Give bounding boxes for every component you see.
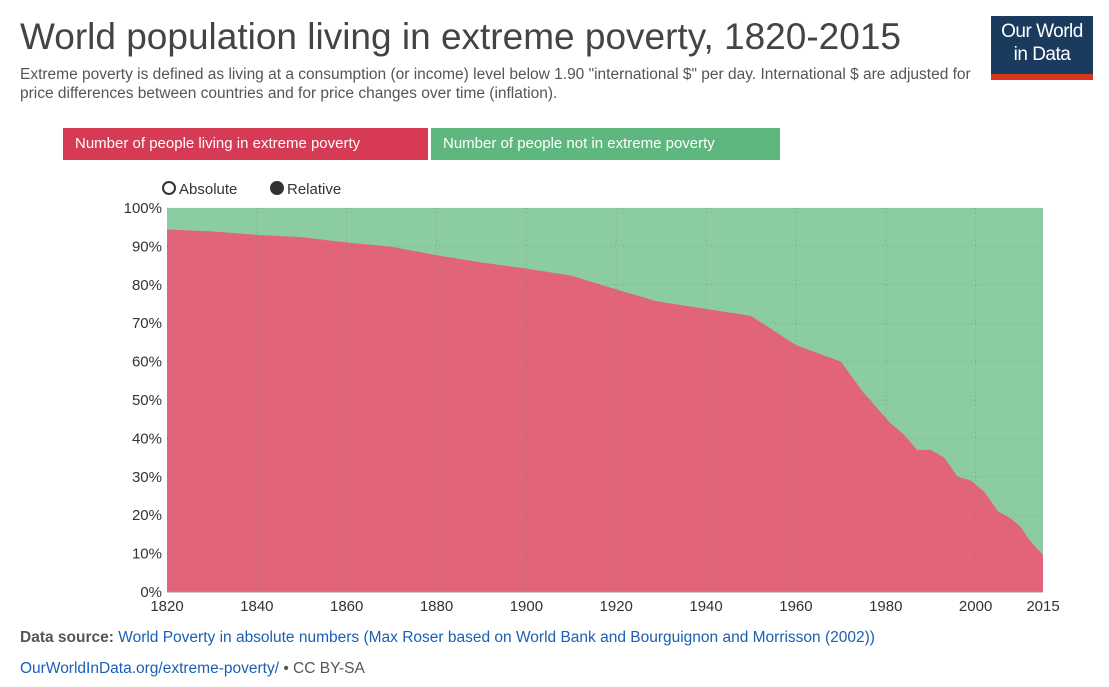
- x-tick-label: 1960: [779, 598, 812, 615]
- x-tick-label: 1880: [420, 598, 453, 615]
- radio-empty-icon: [162, 181, 176, 195]
- logo-line1: Our World: [1001, 21, 1083, 42]
- legend-poverty-button[interactable]: Number of people living in extreme pover…: [63, 128, 428, 160]
- license-text: • CC BY-SA: [283, 660, 365, 677]
- data-source: Data source: World Poverty in absolute n…: [20, 629, 875, 647]
- legend-not-poverty-button[interactable]: Number of people not in extreme poverty: [431, 128, 780, 160]
- owid-logo[interactable]: Our World in Data: [991, 16, 1093, 80]
- source-link[interactable]: World Poverty in absolute numbers (Max R…: [118, 629, 875, 646]
- y-tick-label: 20%: [132, 507, 162, 524]
- relative-radio[interactable]: Relative: [270, 181, 341, 198]
- y-tick-label: 10%: [132, 546, 162, 563]
- footer-url: OurWorldInData.org/extreme-poverty/ • CC…: [20, 660, 365, 678]
- logo-accent-bar: [991, 74, 1093, 80]
- logo-line2: in Data: [1013, 44, 1071, 65]
- x-tick-label: 2000: [959, 598, 992, 615]
- x-tick-label: 2015: [1026, 598, 1059, 615]
- x-tick-label: 1860: [330, 598, 363, 615]
- relative-label: Relative: [287, 181, 342, 198]
- y-tick-label: 30%: [132, 469, 162, 486]
- y-tick-label: 90%: [132, 238, 162, 255]
- y-tick-label: 70%: [132, 315, 162, 332]
- y-tick-label: 100%: [124, 200, 162, 217]
- absolute-radio[interactable]: Absolute: [162, 181, 237, 198]
- y-tick-label: 60%: [132, 354, 162, 371]
- x-tick-label: 1920: [600, 598, 633, 615]
- poverty-area: [167, 229, 1043, 592]
- x-tick-label: 1840: [240, 598, 273, 615]
- y-tick-label: 40%: [132, 430, 162, 447]
- y-tick-label: 0%: [140, 584, 162, 601]
- chart-subtitle: Extreme poverty is defined as living at …: [20, 66, 971, 102]
- y-tick-label: 50%: [132, 392, 162, 409]
- owid-url-link[interactable]: OurWorldInData.org/extreme-poverty/: [20, 660, 280, 677]
- absolute-label: Absolute: [179, 181, 238, 198]
- source-label: Data source:: [20, 629, 114, 646]
- x-tick-label: 1820: [150, 598, 183, 615]
- x-tick-label: 1900: [510, 598, 543, 615]
- page-title: World population living in extreme pover…: [20, 16, 901, 57]
- x-tick-label: 1940: [689, 598, 722, 615]
- x-tick-label: 1980: [869, 598, 902, 615]
- radio-filled-icon: [270, 181, 284, 195]
- y-tick-label: 80%: [132, 277, 162, 294]
